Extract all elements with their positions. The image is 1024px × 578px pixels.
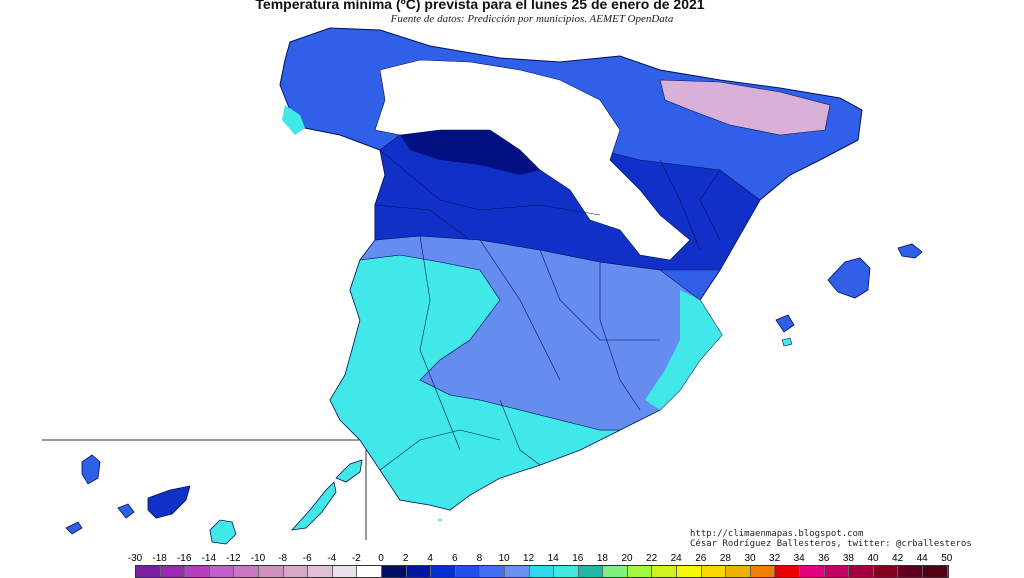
legend-swatch bbox=[898, 566, 923, 577]
legend-swatch bbox=[160, 566, 186, 577]
map-title: Temperatura mínima (ºC) prevista para el… bbox=[255, 0, 705, 12]
legend-swatch bbox=[652, 566, 678, 577]
legend-swatch bbox=[529, 566, 555, 577]
credits-author: César Rodríguez Ballesteros, twitter: @c… bbox=[690, 539, 972, 549]
legend-swatch bbox=[824, 566, 850, 577]
legend-label: 50 bbox=[941, 553, 953, 564]
legend-label: -14 bbox=[201, 553, 217, 564]
legend-swatch bbox=[923, 566, 948, 577]
tenerife-island bbox=[147, 485, 191, 519]
legend-swatch bbox=[258, 566, 284, 577]
province-borders bbox=[374, 149, 721, 471]
legend-swatch bbox=[627, 566, 653, 577]
mallorca-island bbox=[827, 257, 871, 299]
legend-swatch bbox=[800, 566, 825, 577]
navy-band bbox=[400, 130, 540, 175]
legend-swatch bbox=[873, 566, 899, 577]
legend-swatch bbox=[455, 566, 481, 577]
galicia-coast bbox=[282, 105, 305, 135]
legend-swatch bbox=[726, 566, 751, 577]
ibiza-island bbox=[775, 314, 795, 333]
legend-label: 44 bbox=[916, 553, 928, 564]
pyrenees-region bbox=[659, 79, 831, 136]
credits-url: http://climaenmapas.blogspot.com bbox=[690, 529, 864, 539]
legend-swatch bbox=[554, 566, 579, 577]
legend-label: 38 bbox=[842, 553, 854, 564]
legend-label: 16 bbox=[572, 553, 584, 564]
legend-swatch bbox=[480, 566, 505, 577]
legend-label: 20 bbox=[621, 553, 633, 564]
el-hierro-island bbox=[65, 521, 83, 535]
legend-swatch bbox=[775, 566, 801, 577]
la-gomera-island bbox=[117, 503, 135, 519]
fuerteventura-island bbox=[290, 481, 337, 531]
legend-label: 10 bbox=[498, 553, 510, 564]
legend-label: 28 bbox=[719, 553, 731, 564]
legend-swatch bbox=[357, 566, 382, 577]
formentera-island bbox=[781, 337, 793, 347]
legend-labels: -30 -18 -16 -14 -12 -10 -8 -6 -4 -2 0 2 4 6 8 10 12 14 16 1… bbox=[124, 553, 960, 565]
legend-label: 0 bbox=[378, 553, 384, 564]
legend-swatch bbox=[578, 566, 604, 577]
legend-label: -18 bbox=[152, 553, 167, 564]
legend-label: -6 bbox=[302, 553, 312, 564]
legend-swatch bbox=[701, 566, 727, 577]
legend-swatch bbox=[504, 566, 530, 577]
lanzarote-island bbox=[335, 459, 363, 483]
legend-swatch bbox=[849, 566, 874, 577]
legend-label: 12 bbox=[523, 553, 535, 564]
legend-label: 6 bbox=[452, 553, 458, 564]
legend-label: 40 bbox=[867, 553, 879, 564]
legend-label: 14 bbox=[547, 553, 559, 564]
legend-swatch bbox=[308, 566, 333, 577]
credits: http://climaenmapas.blogspot.com César R… bbox=[690, 529, 972, 549]
legend-swatch bbox=[185, 566, 210, 577]
legend-swatch bbox=[431, 566, 456, 577]
legend-label: 4 bbox=[427, 553, 433, 564]
legend-swatch bbox=[750, 566, 776, 577]
legend-swatch bbox=[283, 566, 309, 577]
legend-label: 36 bbox=[818, 553, 830, 564]
legend-label: 32 bbox=[769, 553, 781, 564]
legend-label: -2 bbox=[351, 553, 361, 564]
legend-swatch bbox=[677, 566, 702, 577]
snow-region bbox=[374, 59, 691, 261]
canary-inset-frame bbox=[42, 439, 367, 540]
legend-label: 30 bbox=[744, 553, 756, 564]
legend-label: -30 bbox=[127, 553, 143, 564]
legend-swatch bbox=[381, 566, 407, 577]
legend-label: -4 bbox=[327, 553, 337, 564]
legend-label: 42 bbox=[892, 553, 904, 564]
color-legend: -30 -18 -16 -14 -12 -10 -8 -6 -4 -2 0 2 4 6 8 10 12 14 16 1… bbox=[124, 553, 960, 578]
legend-swatch bbox=[603, 566, 628, 577]
legend-label: 2 bbox=[402, 553, 409, 564]
legend-label: 26 bbox=[695, 553, 707, 564]
east-coast-region bbox=[645, 290, 722, 410]
alboran-point bbox=[438, 518, 442, 522]
legend-label: -12 bbox=[226, 553, 241, 564]
legend-bar bbox=[135, 565, 949, 578]
legend-label: 24 bbox=[670, 553, 682, 564]
legend-label: -10 bbox=[250, 553, 266, 564]
map-subtitle: Fuente de datos: Predicción por municipi… bbox=[390, 13, 674, 25]
legend-label: 18 bbox=[596, 553, 608, 564]
legend-swatch bbox=[332, 566, 358, 577]
la-palma-island bbox=[81, 454, 101, 485]
legend-label: 34 bbox=[793, 553, 805, 564]
legend-label: 22 bbox=[646, 553, 658, 564]
legend-swatch bbox=[234, 566, 259, 577]
legend-label: -8 bbox=[278, 553, 288, 564]
menorca-island bbox=[897, 243, 923, 259]
legend-label: -16 bbox=[176, 553, 192, 564]
gran-canaria-island bbox=[209, 519, 237, 545]
legend-label: 8 bbox=[476, 553, 483, 564]
legend-swatch bbox=[209, 566, 235, 577]
legend-swatch bbox=[406, 566, 432, 577]
legend-swatch bbox=[136, 566, 161, 577]
